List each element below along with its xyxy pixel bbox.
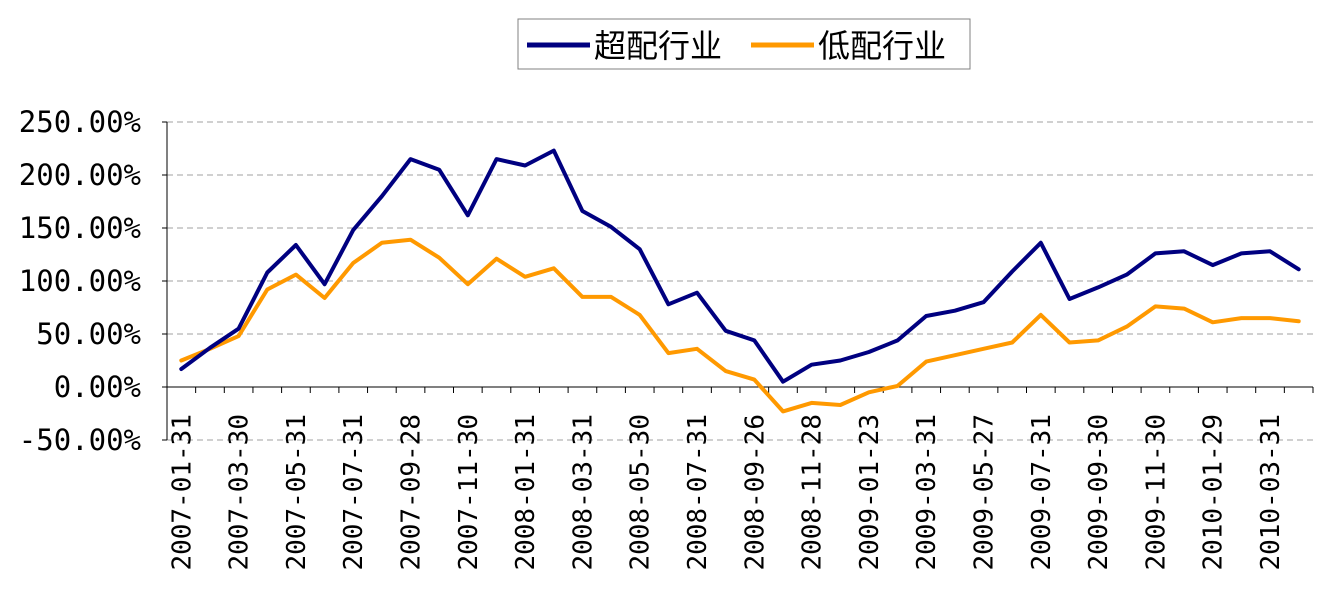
legend-label-series-1: 超配行业 xyxy=(594,27,722,65)
x-tick-label: 2009-03-31 xyxy=(912,414,942,571)
x-tick-label: 2009-01-23 xyxy=(855,414,885,571)
x-tick-label: 2009-05-27 xyxy=(970,414,1000,571)
x-tick-label: 2007-11-30 xyxy=(454,414,484,571)
x-tick-label: 2009-11-30 xyxy=(1141,414,1171,571)
x-tick-label: 2008-07-31 xyxy=(683,414,713,571)
y-axis-tick-labels: -50.00% 0.00% 50.00% 100.00% 150.00% 200.00% 2… xyxy=(19,105,141,457)
x-tick-label: 2007-09-28 xyxy=(397,414,427,571)
x-tick-label: 2008-11-28 xyxy=(798,414,828,571)
x-tick-label: 2007-03-30 xyxy=(225,414,255,571)
x-tick-label: 2008-01-31 xyxy=(511,414,541,571)
x-tick-label: 2010-03-31 xyxy=(1256,414,1286,571)
y-tick-label: -50.00% xyxy=(19,423,141,457)
x-tick-label: 2008-05-30 xyxy=(626,414,656,571)
x-tick-label: 2008-09-26 xyxy=(740,414,770,571)
y-tick-label: 100.00% xyxy=(19,264,141,298)
series-lines xyxy=(179,148,1301,414)
x-tick-label: 2007-05-31 xyxy=(282,414,312,571)
gridlines xyxy=(167,121,1313,441)
x-axis-tick-labels: 2007-01-31 2007-03-30 2007-05-31 2007-07-31… xyxy=(167,414,1286,571)
series-line-1 xyxy=(179,148,1301,384)
legend-box xyxy=(517,18,971,70)
x-tick-label: 2010-01-29 xyxy=(1199,414,1229,571)
x-tick-label: 2007-07-31 xyxy=(339,414,369,571)
x-tick-label: 2008-03-31 xyxy=(568,414,598,571)
x-tick-label: 2009-07-31 xyxy=(1027,414,1057,571)
y-tick-label: 250.00% xyxy=(19,105,141,139)
y-tick-label: 200.00% xyxy=(19,158,141,192)
y-tick-label: 50.00% xyxy=(36,317,141,351)
x-tick-label: 2007-01-31 xyxy=(167,414,197,571)
series-line-2 xyxy=(179,237,1301,414)
legend-label-series-2: 低配行业 xyxy=(818,27,946,65)
x-tick-label: 2009-09-30 xyxy=(1084,414,1114,571)
axes xyxy=(162,121,1314,441)
legend: 超配行业 低配行业 xyxy=(517,18,971,70)
y-tick-label: 0.00% xyxy=(54,370,141,404)
y-tick-label: 150.00% xyxy=(19,211,141,245)
